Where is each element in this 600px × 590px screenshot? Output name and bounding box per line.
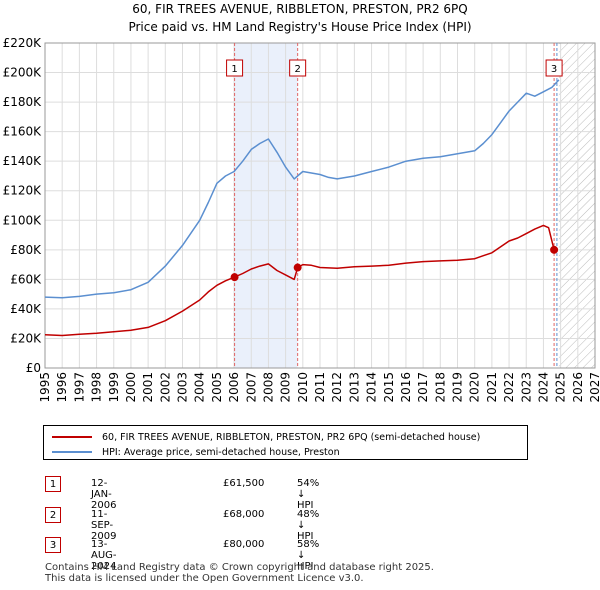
x-tick-label: 2001 [141,372,155,403]
legend-label-hpi: HPI: Average price, semi-detached house,… [102,446,340,458]
transaction-hpi: 54% ↓ HPI [297,478,320,511]
y-tick-label: £40K [10,302,42,316]
y-tick-label: £180K [3,95,43,109]
shaded-period [234,43,298,368]
y-tick-label: £60K [10,272,42,286]
footer: Contains HM Land Registry data © Crown c… [45,562,434,584]
x-tick-label: 2019 [451,372,465,403]
legend-swatch-property [52,436,92,438]
x-tick-label: 2002 [158,372,172,403]
legend-swatch-hpi [52,451,92,453]
transaction-price: £80,000 [223,539,265,550]
y-tick-label: £100K [3,213,43,227]
x-tick-label: 2013 [347,372,361,403]
legend-label-property: 60, FIR TREES AVENUE, RIBBLETON, PRESTON… [102,431,481,443]
footer-licence: This data is licensed under the Open Gov… [45,573,364,584]
y-tick-label: £80K [10,243,42,257]
transaction-date: 11-SEP-2009 [91,509,117,542]
x-tick-label: 2008 [261,372,275,403]
x-tick-label: 2000 [124,372,138,403]
x-tick-label: 1996 [55,372,69,403]
hpi-line [44,79,560,299]
x-tick-label: 2009 [279,372,293,403]
transaction-marker-label: 1 [231,64,237,75]
y-tick-label: £220K [3,36,43,50]
transaction-number: 2 [45,507,61,523]
y-tick-label: £20K [10,331,42,345]
transaction-hpi: 48% ↓ HPI [297,509,320,542]
x-tick-label: 1995 [38,372,52,403]
y-tick-label: £200K [3,66,43,80]
chart-subtitle: Price paid vs. HM Land Registry's House … [128,20,471,34]
x-tick-label: 2007 [244,372,258,403]
x-tick-label: 2021 [485,372,499,403]
x-tick-label: 2012 [330,372,344,403]
x-tick-label: 2017 [416,372,430,403]
x-tick-label: 1999 [107,372,121,403]
x-tick-label: 2004 [193,372,207,403]
legend-item-hpi: HPI: Average price, semi-detached house,… [52,444,340,460]
transaction-point [293,263,302,272]
x-tick-label: 2018 [433,372,447,403]
transaction-marker-box [289,59,307,77]
x-tick-label: 2003 [176,372,190,403]
x-tick-label: 2022 [502,372,516,403]
x-tick-label: 2010 [296,372,310,403]
y-tick-label: £120K [3,184,43,198]
x-tick-label: 2005 [210,372,224,403]
x-tick-label: 1997 [72,372,86,403]
x-tick-label: 2014 [365,372,379,403]
forecast-hatch [558,43,595,368]
x-tick-label: 2020 [468,372,482,403]
transaction-hpi: 58% ↓ HPI [297,539,320,572]
x-tick-label: 2025 [554,372,568,403]
x-tick-label: 2023 [519,372,533,403]
x-tick-label: 2016 [399,372,413,403]
transaction-date: 13-AUG-2024 [91,539,117,572]
x-tick-label: 1998 [90,372,104,403]
x-tick-label: 2026 [571,372,585,403]
plot-frame [44,42,596,369]
transaction-marker-label: 2 [294,64,300,75]
chart-title: 60, FIR TREES AVENUE, RIBBLETON, PRESTON… [132,2,467,16]
y-tick-label: £0 [26,361,41,375]
x-tick-label: 2011 [313,372,327,403]
x-tick-label: 2006 [227,372,241,403]
y-tick-label: £160K [3,125,43,139]
transaction-price: £68,000 [223,509,265,520]
legend-item-property: 60, FIR TREES AVENUE, RIBBLETON, PRESTON… [52,429,480,445]
transaction-point [230,273,239,282]
transaction-price: £61,500 [223,478,265,489]
transaction-date: 12-JAN-2006 [91,478,117,511]
x-tick-label: 2015 [382,372,396,403]
x-tick-label: 2024 [536,372,550,403]
transaction-number: 1 [45,476,61,492]
transaction-point [550,245,559,254]
footer-copyright: Contains HM Land Registry data © Crown c… [45,562,434,573]
transaction-marker-box [226,59,244,77]
transaction-marker-label: 3 [551,64,557,75]
transaction-marker-box [545,59,563,77]
price-chart: 60, FIR TREES AVENUE, RIBBLETON, PRESTON… [3,2,600,403]
legend: 60, FIR TREES AVENUE, RIBBLETON, PRESTON… [43,425,528,460]
x-tick-label: 2027 [588,372,600,403]
y-tick-label: £140K [3,154,43,168]
transaction-number: 3 [45,537,61,553]
